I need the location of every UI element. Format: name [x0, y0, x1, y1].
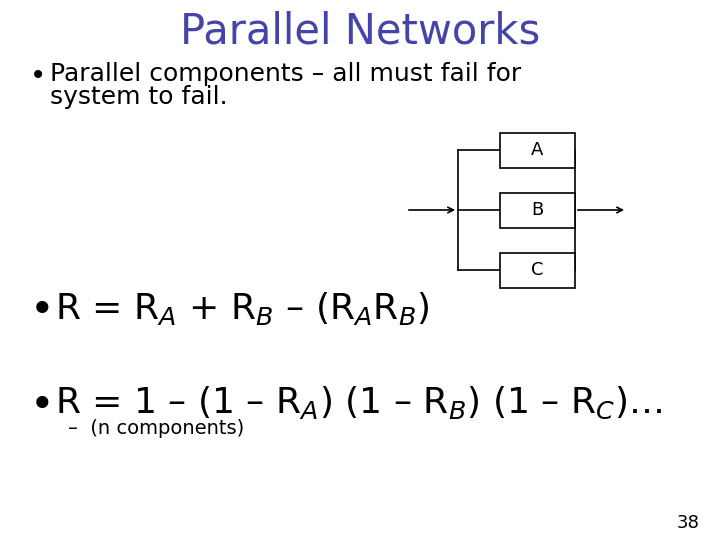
Text: •: • — [30, 62, 46, 90]
Bar — [500, 253, 575, 287]
Text: B: B — [531, 201, 544, 219]
Text: R = R$_A$ + R$_B$ – (R$_A$R$_B$): R = R$_A$ + R$_B$ – (R$_A$R$_B$) — [55, 290, 430, 327]
Text: C: C — [531, 261, 544, 279]
Text: •: • — [30, 385, 55, 427]
Text: 38: 38 — [677, 514, 700, 532]
Text: –  (n components): – (n components) — [68, 419, 244, 438]
Bar — [500, 192, 575, 227]
Bar — [500, 132, 575, 167]
Text: •: • — [30, 290, 55, 332]
Text: Parallel Networks: Parallel Networks — [180, 10, 540, 52]
Text: R = 1 – (1 – R$_A$) (1 – R$_B$) (1 – R$_C$)…: R = 1 – (1 – R$_A$) (1 – R$_B$) (1 – R$_… — [55, 385, 662, 421]
Text: system to fail.: system to fail. — [50, 85, 228, 109]
Text: A: A — [531, 141, 544, 159]
Text: Parallel components – all must fail for: Parallel components – all must fail for — [50, 62, 521, 86]
